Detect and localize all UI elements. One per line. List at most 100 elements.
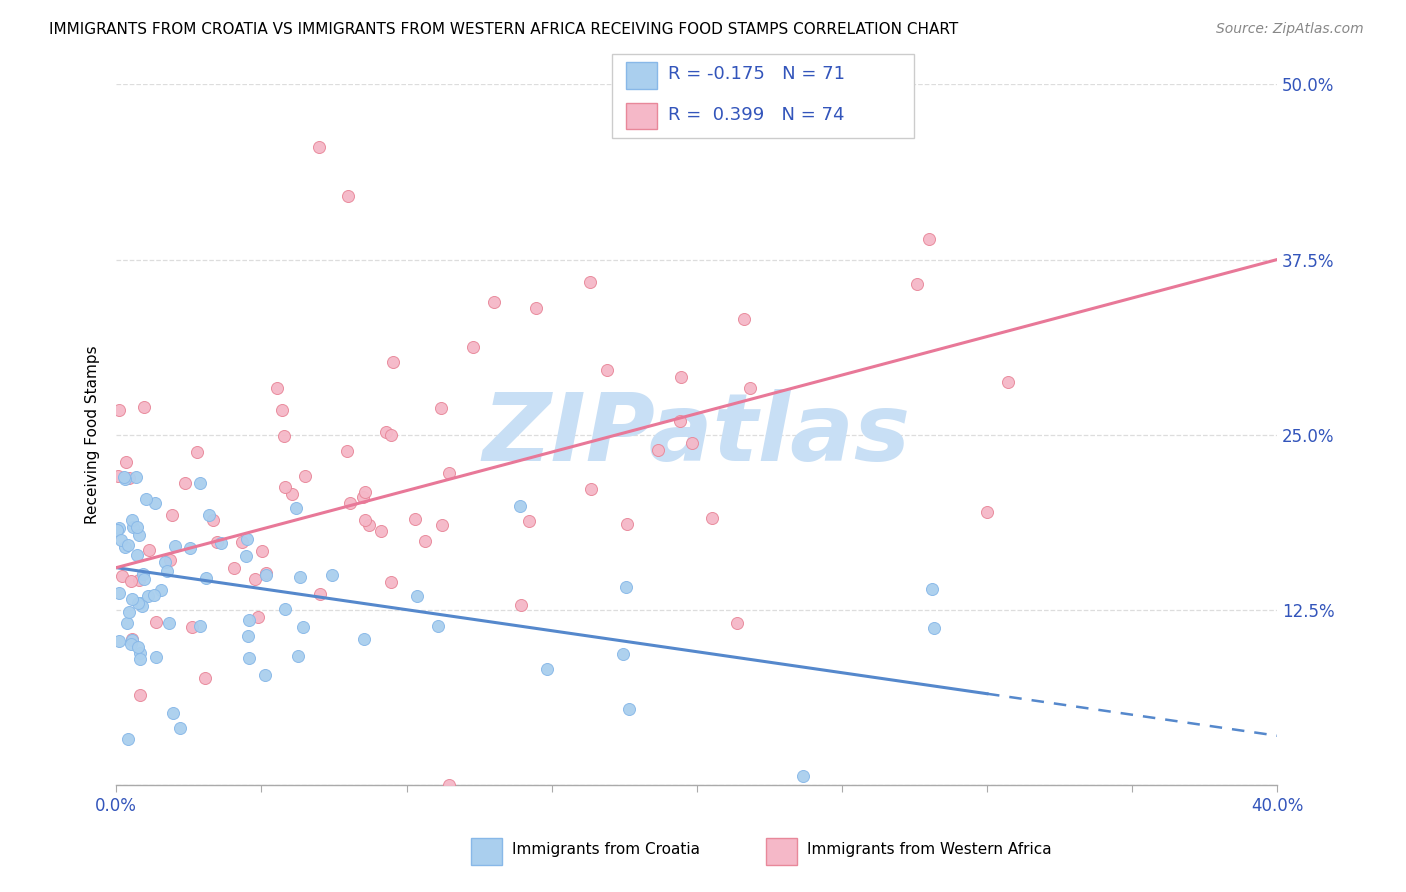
Point [374,425,396,439]
Point [181,620,204,634]
Point [921,582,943,597]
Point [121,632,143,646]
Point [353,484,375,499]
Point [339,496,361,510]
Point [254,668,277,682]
Point [129,596,152,610]
Point [430,518,453,533]
Point [108,633,131,648]
Point [231,535,253,549]
Point [188,476,211,491]
Point [381,355,404,369]
Point [270,402,292,417]
Point [162,706,184,720]
Point [121,632,143,647]
Point [669,369,692,384]
Point [437,466,460,480]
Point [131,599,153,613]
Point [905,277,928,292]
Point [173,476,195,491]
Point [427,618,450,632]
Point [616,516,638,531]
Point [273,429,295,443]
Point [118,470,141,484]
Point [517,514,540,528]
Point [702,511,724,525]
Point [159,552,181,566]
Point [669,414,692,428]
Point [359,518,381,533]
Point [112,469,135,483]
Point [792,769,814,783]
Point [536,662,558,676]
Point [125,469,148,483]
Text: ZIPatlas: ZIPatlas [482,389,911,481]
Point [254,566,277,581]
Point [681,436,703,450]
Text: Source: ZipAtlas.com: Source: ZipAtlas.com [1216,22,1364,37]
Point [976,505,998,519]
Point [194,671,217,685]
Point [209,536,232,550]
Point [463,340,485,354]
Point [596,363,619,377]
Point [288,570,311,584]
Point [127,548,149,562]
Point [179,541,201,555]
Point [413,534,436,549]
Point [115,616,138,631]
Point [145,649,167,664]
Point [309,587,332,601]
Point [354,512,377,526]
Point [169,721,191,735]
Point [404,512,426,526]
Point [292,620,315,634]
Point [647,442,669,457]
Point [153,555,176,569]
Point [336,443,359,458]
Point [128,688,150,702]
Point [143,496,166,510]
Point [614,580,637,594]
Point [321,568,343,582]
Point [510,598,533,612]
Point [118,605,141,619]
Point [725,615,748,630]
Point [157,616,180,631]
Point [127,596,149,610]
Point [238,613,260,627]
Point [578,275,600,289]
Point [105,523,128,537]
Point [922,621,945,635]
Point [287,648,309,663]
Point [205,534,228,549]
Point [294,468,316,483]
Point [238,651,260,665]
Point [198,508,221,523]
Point [274,480,297,494]
Text: Immigrants from Croatia: Immigrants from Croatia [512,842,700,856]
Point [160,508,183,523]
Point [156,564,179,578]
Point [127,640,149,655]
Point [405,589,427,603]
Point [129,646,152,660]
Point [243,572,266,586]
Point [246,610,269,624]
Point [108,586,131,600]
Point [337,189,360,203]
Point [224,560,246,574]
Point [117,732,139,747]
Point [235,532,257,546]
Point [194,571,217,585]
Point [254,568,277,582]
Point [380,428,402,442]
Point [132,567,155,582]
Point [274,601,297,615]
Point [353,632,375,647]
Point [121,592,143,607]
Point [437,778,460,792]
Point [733,312,755,326]
Point [430,401,453,415]
Point [252,544,274,558]
